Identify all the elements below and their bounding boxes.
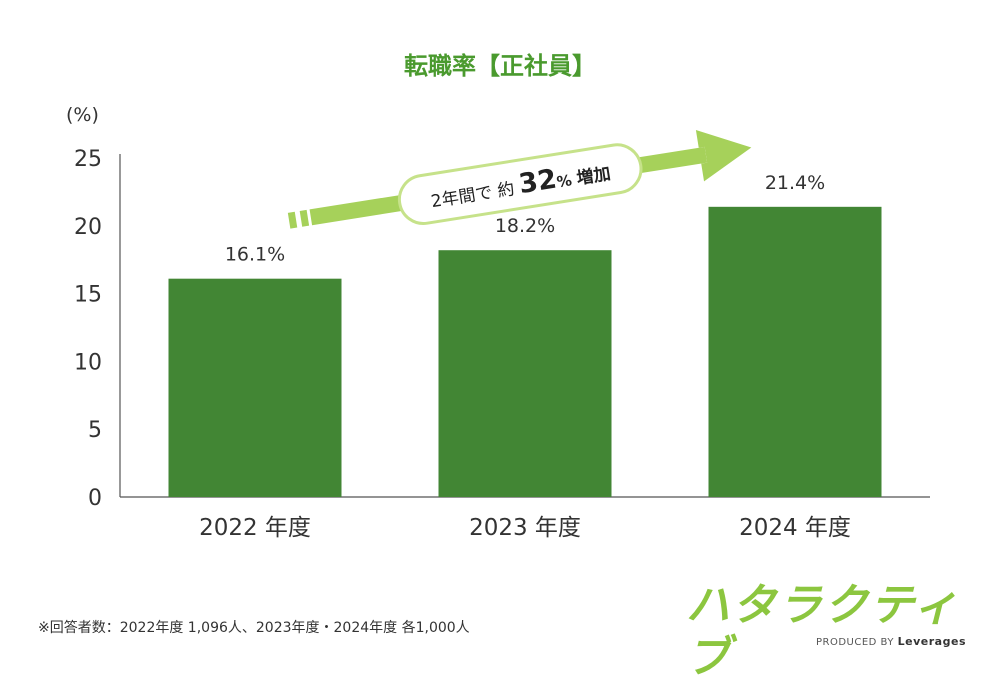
- brand-logo-wordmark: ハタラクティブ: [686, 580, 960, 683]
- growth-arrow: 2年間で 約 32% 増加: [287, 129, 752, 229]
- brand-logo-credit: PRODUCED BY Leverages: [816, 635, 966, 648]
- bar: [168, 278, 342, 497]
- y-tick-label: 5: [88, 418, 102, 443]
- x-category-label: 2022 年度: [199, 515, 311, 541]
- annotation-percent: %: [555, 170, 578, 191]
- arrow-tail-segment: [287, 211, 298, 229]
- bar: [708, 206, 882, 498]
- company-name: Leverages: [897, 635, 966, 648]
- arrow-head: [695, 129, 752, 182]
- bar: [438, 250, 612, 497]
- x-category-label: 2023 年度: [469, 515, 581, 541]
- y-tick-label: 20: [74, 215, 102, 240]
- bar-value-label: 18.2%: [495, 215, 555, 237]
- bar-value-label: 21.4%: [765, 172, 825, 194]
- x-category-label: 2024 年度: [739, 515, 851, 541]
- y-tick-label: 10: [74, 350, 102, 375]
- brand-logo: ハタラクティブ PRODUCED BY Leverages: [686, 580, 970, 683]
- produced-by-text: PRODUCED BY: [815, 637, 894, 648]
- annotation-number: 32: [517, 164, 559, 200]
- y-axis-unit-label: (%): [66, 104, 99, 126]
- respondent-footnote: ※回答者数：2022年度 1,096人、2023年度・2024年度 各1,000…: [38, 620, 470, 636]
- chart-title: 転職率【正社員】: [404, 52, 596, 80]
- y-tick-label: 0: [88, 486, 102, 511]
- annotation-pill: [397, 143, 643, 225]
- y-tick-label: 25: [74, 147, 102, 172]
- arrow-tail-segment: [299, 209, 310, 227]
- y-tick-label: 15: [74, 283, 102, 308]
- bar-value-label: 16.1%: [225, 244, 285, 266]
